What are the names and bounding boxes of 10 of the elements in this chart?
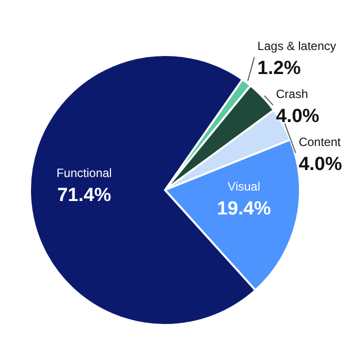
data-label: 19.4% bbox=[216, 198, 271, 220]
data-label: 4.0% bbox=[276, 106, 320, 128]
slice-label: Content bbox=[298, 135, 342, 150]
slice-label: Crash bbox=[276, 87, 308, 102]
data-label: 1.2% bbox=[257, 58, 301, 80]
slice-label: Lags & latency bbox=[257, 39, 336, 54]
slice-label: Visual bbox=[228, 179, 260, 194]
slice-label: Functional bbox=[56, 166, 112, 180]
data-label: 4.0% bbox=[298, 154, 342, 176]
data-label: 71.4% bbox=[57, 184, 112, 206]
